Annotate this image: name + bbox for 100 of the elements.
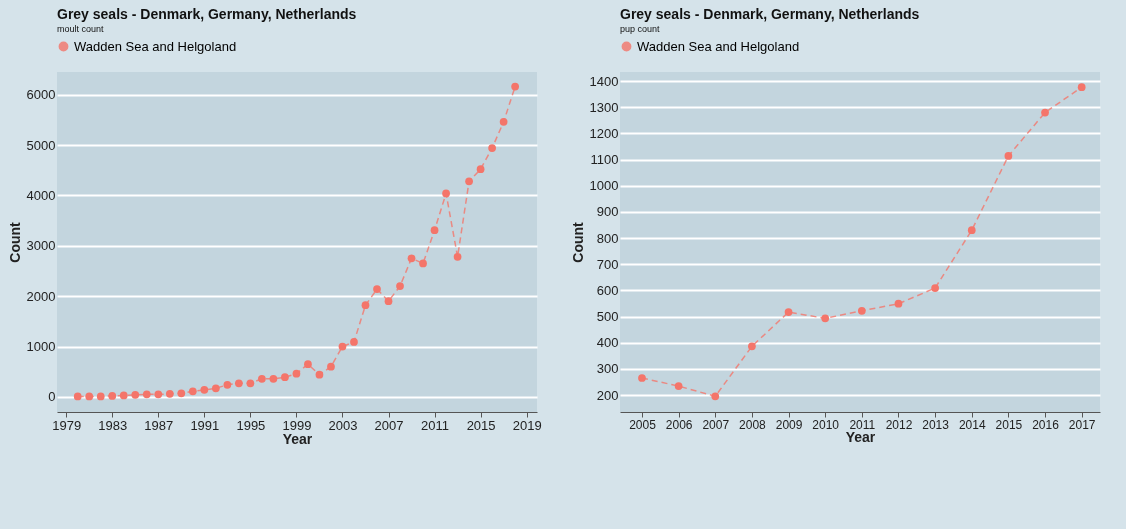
point [442, 189, 450, 198]
point [338, 342, 347, 351]
point [361, 301, 370, 310]
y-axis-title: Count [6, 221, 23, 263]
x-tick-label: 2015 [995, 417, 1023, 432]
point [638, 374, 646, 382]
point [73, 392, 82, 401]
point [674, 382, 683, 390]
chart-title: Grey seals - Denmark, Germany, Netherlands [620, 6, 920, 22]
point [967, 226, 976, 235]
point [1004, 152, 1013, 160]
chart-title: Grey seals - Denmark, Germany, Netherlands [57, 6, 357, 22]
point [430, 226, 439, 235]
point [188, 387, 197, 396]
point [235, 379, 243, 388]
point [304, 360, 312, 369]
legend-label: Wadden Sea and Helgoland [637, 38, 800, 54]
point [931, 284, 939, 292]
x-tick-label: 1999 [282, 417, 312, 433]
x-tick-label: 2008 [739, 417, 767, 432]
point [154, 390, 163, 399]
legend-label: Wadden Sea and Helgoland [74, 38, 237, 54]
x-tick-label: 2006 [665, 417, 693, 432]
y-tick-label: 4000 [26, 187, 56, 203]
x-tick-label: 1995 [236, 417, 266, 433]
y-tick-label: 1000 [26, 339, 56, 355]
y-tick-label: 1400 [589, 73, 619, 89]
x-tick-label: 2017 [1068, 417, 1096, 432]
point [108, 392, 117, 400]
y-tick-label: 1200 [589, 125, 619, 141]
point [711, 392, 720, 401]
x-tick-label: 2012 [885, 417, 913, 432]
point [211, 384, 220, 393]
point [476, 165, 485, 174]
y-tick-label: 600 [596, 282, 619, 298]
point [748, 342, 756, 351]
x-tick-label: 2019 [512, 417, 542, 433]
point [327, 362, 335, 371]
point [373, 285, 381, 293]
point [315, 370, 324, 379]
y-tick-label: 800 [596, 230, 619, 246]
point [269, 374, 278, 383]
x-tick-label: 1983 [98, 417, 128, 433]
point [488, 144, 496, 152]
y-tick-label: 0 [48, 389, 56, 405]
point [511, 82, 519, 91]
point [894, 299, 903, 308]
point [784, 308, 793, 316]
x-tick-label: 1991 [190, 417, 220, 433]
point [419, 259, 427, 268]
chart-subtitle: pup count [620, 24, 661, 34]
point [258, 374, 266, 383]
x-tick-label: 2009 [775, 417, 803, 432]
x-tick-label: 2003 [328, 417, 358, 433]
x-tick-label: 1987 [144, 417, 174, 433]
point [465, 177, 473, 186]
point [1041, 108, 1049, 117]
x-tick-label: 2010 [812, 417, 840, 432]
y-tick-label: 1100 [590, 152, 619, 168]
point [85, 392, 94, 401]
point [131, 391, 140, 399]
y-axis-title: Count [569, 221, 586, 263]
y-tick-label: 200 [596, 387, 619, 403]
point [223, 380, 232, 389]
x-tick-label: 2007 [702, 417, 730, 432]
x-tick-label: 2015 [466, 417, 496, 433]
y-tick-label: 3000 [26, 238, 56, 254]
point [165, 390, 174, 398]
point [1077, 83, 1086, 92]
y-tick-label: 2000 [26, 288, 56, 304]
x-tick-label: 2011 [421, 417, 450, 433]
x-tick-label: 2005 [629, 417, 657, 432]
x-tick-label: 2007 [374, 417, 404, 433]
point [857, 306, 866, 315]
point [453, 252, 462, 261]
point [246, 379, 255, 388]
y-tick-label: 900 [596, 204, 619, 220]
point [96, 392, 105, 401]
y-tick-label: 5000 [26, 137, 56, 153]
y-tick-label: 1000 [589, 178, 619, 194]
x-tick-label: 2016 [1032, 417, 1060, 432]
y-tick-label: 400 [596, 335, 619, 351]
point [200, 385, 209, 394]
y-tick-label: 6000 [26, 87, 56, 103]
x-tick-label: 2013 [922, 417, 950, 432]
x-tick-label: 2014 [958, 417, 986, 432]
point [821, 314, 830, 323]
point [292, 369, 301, 378]
y-tick-label: 300 [596, 361, 619, 377]
y-tick-label: 700 [596, 256, 619, 272]
point [350, 338, 358, 346]
point [281, 373, 289, 382]
x-axis-title: Year [282, 430, 313, 447]
point [384, 297, 393, 306]
y-tick-label: 1300 [589, 99, 619, 115]
point [142, 390, 151, 399]
y-tick-label: 500 [596, 309, 619, 325]
x-tick-label: 1979 [52, 417, 82, 433]
point [396, 282, 404, 290]
point [119, 391, 128, 400]
